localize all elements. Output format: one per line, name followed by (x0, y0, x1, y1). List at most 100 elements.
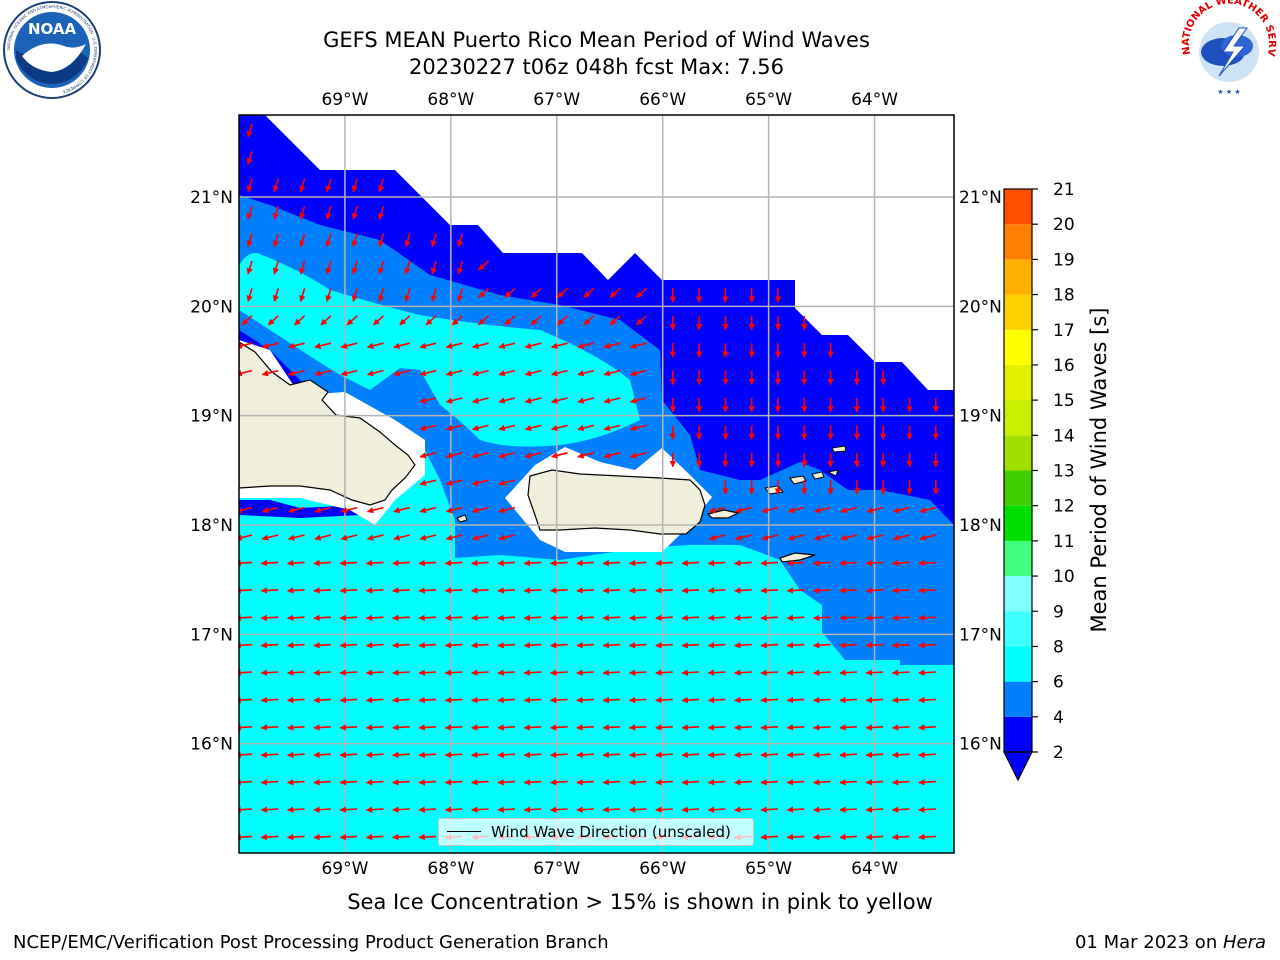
wind-arrow (313, 696, 331, 704)
wind-arrow (681, 669, 700, 676)
wind-arrow (404, 288, 411, 303)
map-legend: Wind Wave Direction (unscaled) (438, 818, 754, 846)
wind-arrow (339, 806, 358, 813)
wind-arrow (445, 397, 463, 404)
wind-arrow (418, 806, 437, 813)
wind-arrow (583, 287, 595, 298)
wind-arrow (299, 260, 306, 275)
wind-arrow (602, 587, 621, 594)
wind-arrow (524, 397, 542, 404)
wind-arrow (365, 696, 384, 704)
wind-arrow (313, 724, 331, 731)
wind-arrow (471, 642, 489, 649)
wind-arrow (865, 614, 884, 622)
wind-arrow (365, 614, 384, 622)
wind-arrow (418, 751, 437, 759)
wind-arrow (444, 696, 463, 704)
land-st-croix (779, 552, 816, 563)
wind-arrow (239, 342, 253, 349)
wind-arrow (471, 587, 489, 594)
wind-arrow (399, 315, 411, 326)
colorbar-segment (1004, 189, 1032, 225)
latitude-tick-label: 21°N (190, 188, 233, 208)
wind-arrow (760, 779, 779, 786)
colorbar-tick-label: 14 (1053, 426, 1075, 446)
wind-arrow (472, 369, 489, 377)
wind-arrow (839, 587, 857, 594)
wind-arrow (655, 669, 673, 676)
wind-arrow (530, 315, 542, 326)
wind-arrow (761, 506, 779, 514)
wind-arrow (339, 724, 358, 731)
wind-arrow (392, 587, 410, 594)
colorbar-tick-label: 21 (1053, 180, 1075, 200)
colorbar-segment (1004, 294, 1032, 330)
wind-arrow (497, 724, 516, 731)
wind-arrow (392, 642, 410, 649)
wind-arrow (497, 642, 516, 649)
wind-arrow (471, 724, 489, 731)
wind-arrow (339, 614, 358, 622)
wind-arrow (707, 559, 726, 567)
wind-arrow (549, 724, 568, 731)
wind-arrow (497, 806, 516, 813)
colorbar-tick-label: 12 (1053, 497, 1075, 517)
wind-arrow (472, 342, 489, 349)
wind-arrow (497, 587, 516, 594)
wind-arrow (523, 696, 542, 704)
wind-arrow (891, 587, 910, 594)
wind-arrow (891, 642, 910, 649)
wind-arrow (523, 751, 542, 759)
longitude-tick-label: 67°W (533, 90, 580, 110)
wind-arrow (451, 315, 463, 326)
wind-arrow (471, 614, 489, 622)
wind-arrow (286, 614, 305, 622)
wind-arrow (366, 342, 384, 349)
wind-arrow (472, 452, 489, 459)
wind-arrow (392, 779, 410, 786)
wind-arrow (325, 205, 332, 220)
wind-arrow (241, 315, 253, 326)
axis-tick-labels: 69°W 69°W 68°W 68°W 67°W 67°W 66°W 66°W 65°W 65°W… (190, 90, 1002, 879)
wind-arrow (445, 534, 463, 541)
wind-arrow (346, 315, 358, 326)
wind-arrow (839, 559, 857, 567)
wind-arrow (918, 642, 936, 649)
colorbar-segment (1004, 681, 1032, 717)
latitude-tick-label: 20°N (959, 297, 1002, 317)
wind-arrow (260, 833, 279, 841)
wind-arrow (602, 724, 621, 731)
wind-arrow (628, 559, 647, 567)
wind-arrow (339, 669, 358, 676)
wind-arrow (286, 833, 305, 841)
wind-arrow (457, 260, 464, 275)
wind-arrow (425, 315, 437, 326)
wind-arrow (812, 724, 831, 731)
wind-arrow (325, 260, 332, 275)
wind-arrow (602, 642, 621, 649)
wind-arrow (419, 397, 437, 404)
wind-arrow (550, 369, 568, 377)
wind-arrow (313, 806, 331, 813)
wind-arrow (472, 479, 489, 486)
longitude-tick-label: 64°W (851, 859, 898, 879)
wind-arrow (340, 369, 358, 377)
wind-arrow (866, 506, 884, 514)
wind-arrow (287, 342, 305, 349)
latitude-tick-label: 17°N (190, 625, 233, 645)
wind-arrow (549, 806, 568, 813)
wind-arrow (320, 315, 332, 326)
wind-arrow (418, 724, 437, 731)
wind-arrow (260, 751, 279, 759)
longitude-tick-label: 66°W (639, 90, 686, 110)
land-mona-island (456, 514, 468, 523)
colorbar-tick-label: 18 (1053, 286, 1075, 306)
wind-arrow (365, 779, 384, 786)
wind-arrow (313, 779, 331, 786)
land-vieques (706, 509, 740, 519)
wind-arrow (628, 642, 647, 649)
wind-arrow (576, 751, 594, 759)
wind-arrow (734, 669, 752, 676)
wind-arrow (404, 233, 411, 248)
wind-arrow (918, 614, 936, 622)
